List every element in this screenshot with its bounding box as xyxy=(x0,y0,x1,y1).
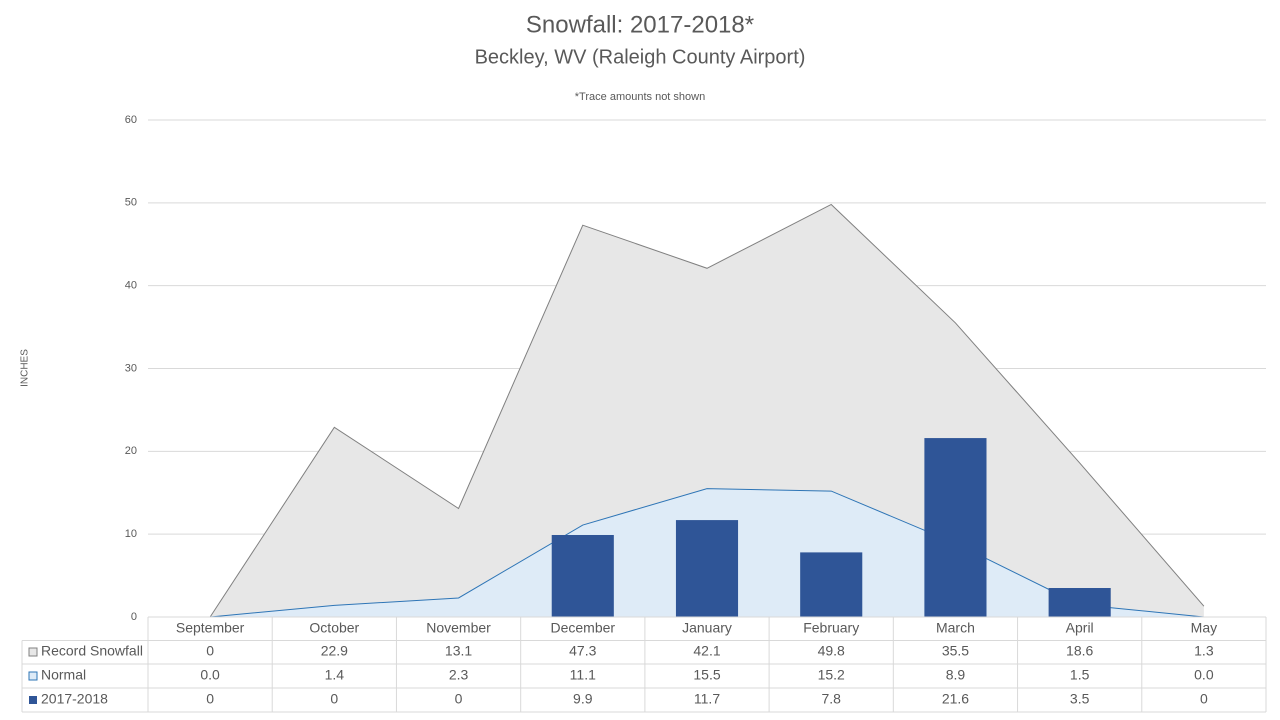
table-cell: 47.3 xyxy=(569,643,596,659)
table-cell: 0 xyxy=(330,691,338,707)
x-tick-label: November xyxy=(426,620,491,636)
table-cell: 22.9 xyxy=(321,643,348,659)
table-cell: 0 xyxy=(206,643,214,659)
y-tick-label: 30 xyxy=(125,362,137,374)
y-tick-label: 0 xyxy=(131,611,137,623)
legend-key xyxy=(29,696,37,704)
table-cell: 1.4 xyxy=(325,667,345,683)
table-cell: 35.5 xyxy=(942,643,969,659)
legend-key xyxy=(28,647,38,657)
y-tick-label: 60 xyxy=(125,114,137,126)
table-cell: 9.9 xyxy=(573,691,593,707)
x-tick-label: December xyxy=(550,620,615,636)
y-tick-label: 10 xyxy=(125,528,137,540)
x-tick-label: January xyxy=(682,620,732,636)
table-cell: 0 xyxy=(1200,691,1208,707)
y-tick-label: 20 xyxy=(125,445,137,457)
table-cell: 3.5 xyxy=(1070,691,1090,707)
table-cell: 0 xyxy=(206,691,214,707)
y-tick-label: 50 xyxy=(125,197,137,209)
legend-key xyxy=(28,671,38,681)
table-cell: 15.5 xyxy=(693,667,720,683)
table-cell: 11.7 xyxy=(694,691,720,707)
table-cell: 8.9 xyxy=(946,667,966,683)
table-cell: 7.8 xyxy=(821,691,841,707)
y-tick-label: 40 xyxy=(125,280,137,292)
table-cell: 11.1 xyxy=(570,667,596,683)
table-cell: 2.3 xyxy=(449,667,469,683)
table-cell: 1.5 xyxy=(1070,667,1090,683)
table-cell: 0.0 xyxy=(200,667,220,683)
table-cell: 1.3 xyxy=(1194,643,1214,659)
x-tick-label: October xyxy=(309,620,359,636)
x-tick-label: February xyxy=(803,620,859,636)
bar xyxy=(924,438,987,617)
x-tick-label: September xyxy=(176,620,245,636)
table-cell: 0.0 xyxy=(1194,667,1214,683)
x-tick-label: May xyxy=(1191,620,1217,636)
x-tick-label: April xyxy=(1066,620,1094,636)
legend-label: 2017-2018 xyxy=(41,691,108,707)
table-cell: 13.1 xyxy=(445,643,472,659)
table-cell: 18.6 xyxy=(1066,643,1093,659)
bar xyxy=(800,552,863,617)
table-cell: 21.6 xyxy=(942,691,969,707)
area-line xyxy=(209,203,1205,618)
y-axis-label: INCHES xyxy=(20,349,31,387)
table-cell: 42.1 xyxy=(693,643,720,659)
bar xyxy=(551,534,614,617)
bar xyxy=(1048,588,1111,617)
legend-label: Normal xyxy=(41,667,86,683)
table-cell: 15.2 xyxy=(818,667,845,683)
bar xyxy=(675,520,739,617)
legend-label: Record Snowfall xyxy=(41,643,143,659)
area-line xyxy=(210,488,1204,618)
chart-subtitle: Beckley, WV (Raleigh County Airport) xyxy=(475,46,806,68)
chart-title: Snowfall: 2017-2018* xyxy=(526,11,754,38)
x-tick-label: March xyxy=(936,620,975,636)
table-cell: 0 xyxy=(455,691,463,707)
annotation: *Trace amounts not shown xyxy=(575,91,705,103)
table-cell: 49.8 xyxy=(818,643,845,659)
